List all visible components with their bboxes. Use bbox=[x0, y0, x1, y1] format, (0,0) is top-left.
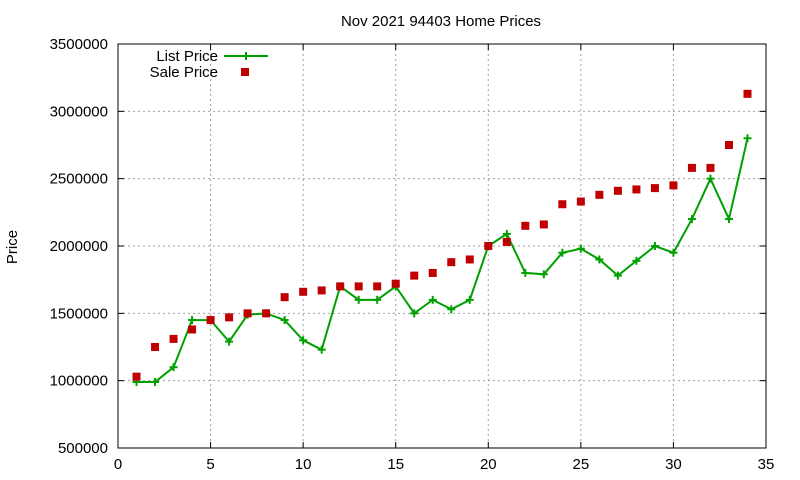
y-tick-label: 1500000 bbox=[50, 305, 108, 322]
data-point bbox=[539, 270, 548, 279]
data-point bbox=[317, 345, 326, 354]
x-tick-label: 30 bbox=[665, 456, 682, 473]
data-point bbox=[465, 295, 474, 304]
data-point bbox=[595, 190, 604, 199]
data-point bbox=[447, 258, 456, 267]
data-point bbox=[188, 316, 197, 325]
x-tick-label: 15 bbox=[387, 456, 404, 473]
data-point bbox=[169, 334, 178, 343]
data-point bbox=[558, 200, 567, 209]
y-axis-label: Price bbox=[4, 230, 21, 264]
data-point bbox=[632, 256, 641, 265]
grid bbox=[118, 44, 766, 448]
data-point bbox=[669, 248, 678, 257]
data-point bbox=[706, 174, 715, 183]
data-point bbox=[669, 181, 678, 190]
data-point bbox=[243, 309, 252, 318]
data-point bbox=[354, 282, 363, 291]
data-point bbox=[650, 184, 659, 193]
data-point bbox=[206, 316, 215, 325]
data-point bbox=[465, 255, 474, 264]
data-point bbox=[428, 268, 437, 277]
data-point bbox=[743, 134, 752, 143]
data-point bbox=[317, 286, 326, 295]
data-point bbox=[613, 186, 622, 195]
data-point bbox=[687, 215, 696, 224]
data-point bbox=[373, 295, 382, 304]
data-point bbox=[373, 282, 382, 291]
data-point bbox=[502, 237, 511, 246]
data-point bbox=[151, 378, 160, 387]
data-point bbox=[502, 229, 511, 238]
y-tick-label: 1000000 bbox=[50, 373, 108, 390]
series-line bbox=[136, 138, 749, 384]
y-tick-label: 2000000 bbox=[50, 238, 108, 255]
y-tick-label: 500000 bbox=[58, 440, 108, 457]
data-point bbox=[299, 287, 308, 296]
x-tick-label: 0 bbox=[114, 456, 122, 473]
data-point bbox=[428, 295, 437, 304]
data-point bbox=[484, 242, 493, 250]
data-point bbox=[169, 363, 178, 372]
data-point bbox=[576, 197, 585, 206]
legend-marker bbox=[241, 68, 249, 76]
data-point bbox=[299, 336, 308, 345]
x-tick-label: 5 bbox=[206, 456, 214, 473]
x-tick-label: 10 bbox=[295, 456, 312, 473]
data-point bbox=[706, 163, 715, 172]
data-point bbox=[521, 221, 530, 230]
y-tick-label: 3000000 bbox=[50, 103, 108, 120]
series-list-price bbox=[132, 134, 752, 387]
data-point bbox=[687, 163, 696, 172]
data-point bbox=[595, 255, 604, 264]
data-point bbox=[724, 215, 733, 224]
data-point bbox=[336, 282, 345, 291]
data-point bbox=[151, 343, 160, 351]
y-tick-label: 3500000 bbox=[50, 36, 108, 53]
data-point bbox=[539, 220, 548, 229]
data-point bbox=[280, 316, 289, 325]
data-point bbox=[650, 242, 659, 250]
data-point bbox=[188, 325, 197, 334]
data-point bbox=[521, 268, 530, 277]
data-point bbox=[576, 244, 585, 253]
data-point bbox=[558, 248, 567, 257]
data-point bbox=[225, 313, 234, 322]
data-point bbox=[632, 185, 641, 194]
data-point bbox=[280, 293, 289, 302]
data-point bbox=[391, 279, 400, 288]
data-point bbox=[410, 271, 419, 280]
data-point bbox=[613, 271, 622, 280]
series-layer bbox=[132, 89, 752, 387]
x-tick-label: 25 bbox=[573, 456, 590, 473]
data-point bbox=[724, 141, 733, 149]
chart-title: Nov 2021 94403 Home Prices bbox=[341, 13, 541, 30]
data-point bbox=[132, 372, 141, 381]
x-tick-label: 20 bbox=[480, 456, 497, 473]
data-point bbox=[354, 295, 363, 304]
data-point bbox=[225, 337, 234, 346]
data-point bbox=[262, 309, 271, 318]
y-tick-label: 2500000 bbox=[50, 171, 108, 188]
legend-marker bbox=[242, 52, 250, 60]
data-point bbox=[743, 89, 752, 98]
data-point bbox=[447, 305, 456, 314]
axis-ticks: 0 5 10 15 20 25 30 35 500000 1000000 1500000 200000… bbox=[50, 36, 775, 473]
legend-label: List Price bbox=[156, 48, 218, 65]
x-tick-label: 35 bbox=[758, 456, 775, 473]
legend-label: Sale Price bbox=[150, 64, 218, 81]
data-point bbox=[410, 309, 419, 318]
series-sale-price bbox=[132, 89, 752, 381]
